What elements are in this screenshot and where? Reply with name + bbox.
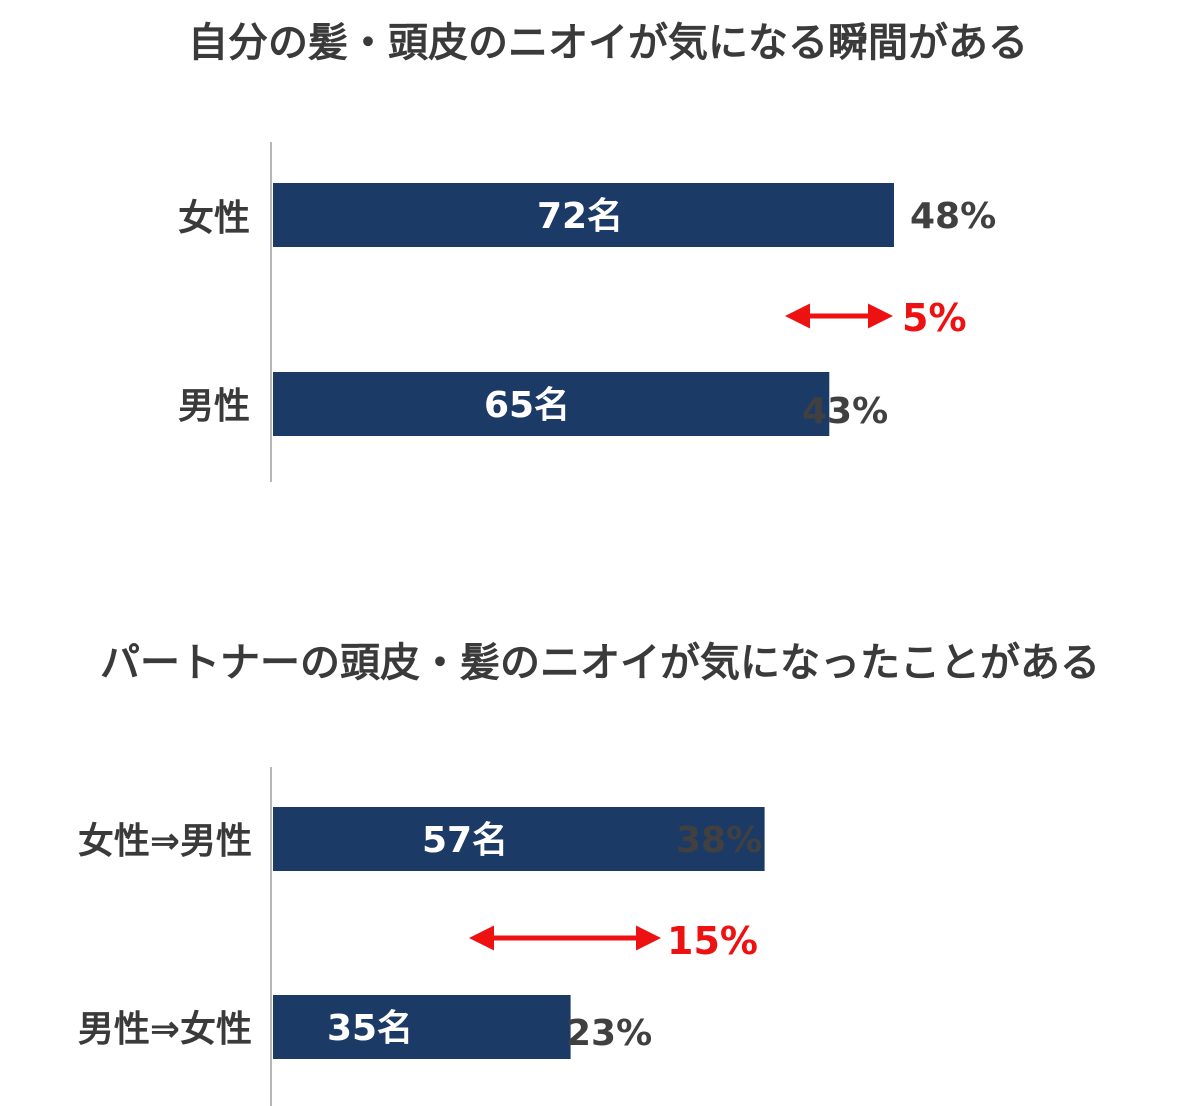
chart-1-category-label-1: 男性 (178, 386, 250, 427)
chart-1-bar-0 (273, 183, 894, 247)
chart-2-bar-0 (273, 807, 765, 871)
chart-1-bar-label-0: 72名 (537, 196, 623, 237)
chart-2-difference-label: 15% (667, 919, 758, 963)
chart-1-value-label-0: 48% (910, 196, 996, 237)
chart-1-bar-1 (273, 372, 830, 436)
chart-2-title: パートナーの頭皮・髪のニオイが気になったことがある (100, 640, 1100, 686)
chart-1-difference-label: 5% (902, 296, 967, 340)
chart-2-category-label-1: 男性⇒女性 (78, 1009, 252, 1050)
chart-2-bar-label-0: 57名 (422, 820, 508, 861)
chart-1-category-label-0: 女性 (178, 198, 250, 239)
chart-2-bar-1 (273, 995, 571, 1059)
chart-2-bar-label-1: 35名 (327, 1008, 413, 1049)
chart-2-category-label-0: 女性⇒男性 (78, 821, 252, 862)
chart-1-value-label-1: 43% (802, 391, 888, 432)
chart-1: 自分の髪・頭皮のニオイが気になる瞬間がある 女性 72名 48% 5% 男性 6… (178, 20, 1028, 482)
chart-2-value-label-1: 23% (566, 1013, 652, 1054)
chart-1-title: 自分の髪・頭皮のニオイが気になる瞬間がある (188, 20, 1028, 66)
chart-2-value-label-0: 38% (676, 820, 762, 861)
chart-2: パートナーの頭皮・髪のニオイが気になったことがある 女性⇒男性 57名 38% … (78, 640, 1100, 1106)
chart-1-bar-label-1: 65名 (484, 385, 570, 426)
